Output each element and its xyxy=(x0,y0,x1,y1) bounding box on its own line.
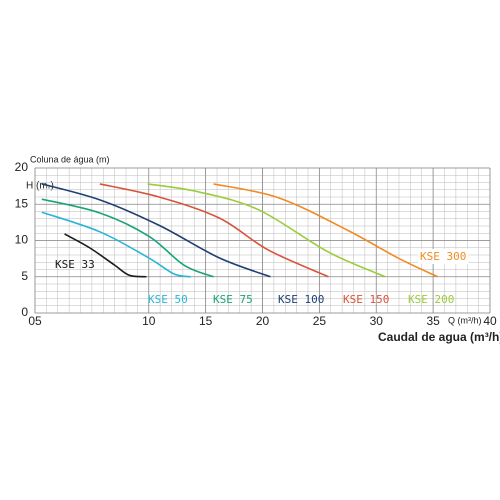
curve xyxy=(213,183,439,278)
y-tick-label: 0 xyxy=(21,305,28,319)
x-tick-label: 15 xyxy=(199,314,213,328)
series-label: KSE 200 xyxy=(408,293,454,306)
y-tick-label: 10 xyxy=(15,233,29,247)
x-tick-label: 40 xyxy=(483,314,497,328)
x-axis-title: Caudal de agua (m³/h) xyxy=(378,330,500,344)
y-axis-title: Coluna de água (m) xyxy=(30,154,110,164)
series-label: KSE 75 xyxy=(213,293,253,306)
x-tick-label: 35 xyxy=(426,314,440,328)
curve xyxy=(147,183,386,278)
x-axis-unit: Q (m³/h) xyxy=(448,315,482,325)
y-tick-label: 20 xyxy=(15,160,29,174)
y-tick-label: 15 xyxy=(15,196,29,210)
x-tick-label: 05 xyxy=(28,314,42,328)
series-label: KSE 33 xyxy=(55,258,95,271)
x-tick-label: 20 xyxy=(256,314,270,328)
series-label: KSE 50 xyxy=(148,293,188,306)
curve xyxy=(41,198,214,278)
series-label: KSE 100 xyxy=(278,293,324,306)
series-label: KSE 300 xyxy=(420,250,466,263)
y-axis-label: H (m.) xyxy=(26,181,54,192)
series-label: KSE 150 xyxy=(343,293,389,306)
y-tick-label: 5 xyxy=(21,269,28,283)
curve xyxy=(41,211,191,278)
x-tick-label: 30 xyxy=(370,314,384,328)
curve xyxy=(41,183,271,278)
curve xyxy=(99,183,329,278)
x-tick-label: 10 xyxy=(142,314,156,328)
x-tick-label: 25 xyxy=(313,314,327,328)
label-bg xyxy=(418,249,469,264)
curve xyxy=(64,233,147,278)
